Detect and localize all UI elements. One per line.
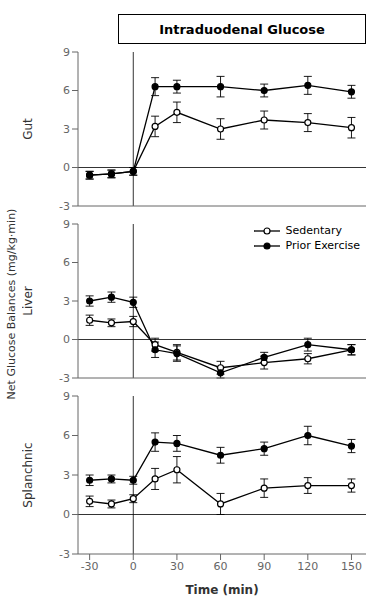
svg-text:Splanchnic: Splanchnic (22, 442, 35, 507)
svg-text:30: 30 (170, 560, 184, 573)
svg-text:0: 0 (130, 560, 137, 573)
svg-text:0: 0 (63, 508, 70, 521)
svg-text:150: 150 (341, 560, 362, 573)
svg-text:3: 3 (63, 123, 70, 136)
svg-text:6: 6 (63, 256, 70, 269)
svg-text:-3: -3 (59, 548, 70, 561)
svg-text:Liver: Liver (22, 286, 35, 316)
svg-text:6: 6 (63, 84, 70, 97)
html-text:Sedentary: Sedentary (285, 224, 342, 237)
svg-text:Time (min): Time (min) (185, 583, 258, 597)
svg-text:-3: -3 (59, 200, 70, 213)
html-text:Net Glucose Balances (mg/kg·mi: Net Glucose Balances (mg/kg·min) (4, 208, 18, 400)
html-text:Intraduodenal Glucose: Intraduodenal Glucose (159, 21, 325, 37)
svg-text:3: 3 (63, 469, 70, 482)
svg-text:0: 0 (63, 333, 70, 346)
svg-text:9: 9 (63, 46, 70, 59)
svg-text:60: 60 (214, 560, 228, 573)
svg-text:0: 0 (63, 161, 70, 174)
html-text:Prior Exercise: Prior Exercise (285, 239, 360, 252)
svg-text:3: 3 (63, 295, 70, 308)
svg-text:9: 9 (63, 218, 70, 231)
svg-text:6: 6 (63, 429, 70, 442)
svg-text:120: 120 (297, 560, 318, 573)
svg-text:-30: -30 (81, 560, 99, 573)
svg-text:90: 90 (257, 560, 271, 573)
svg-text:Gut: Gut (22, 118, 35, 140)
svg-text:9: 9 (63, 390, 70, 403)
svg-text:-3: -3 (59, 372, 70, 385)
